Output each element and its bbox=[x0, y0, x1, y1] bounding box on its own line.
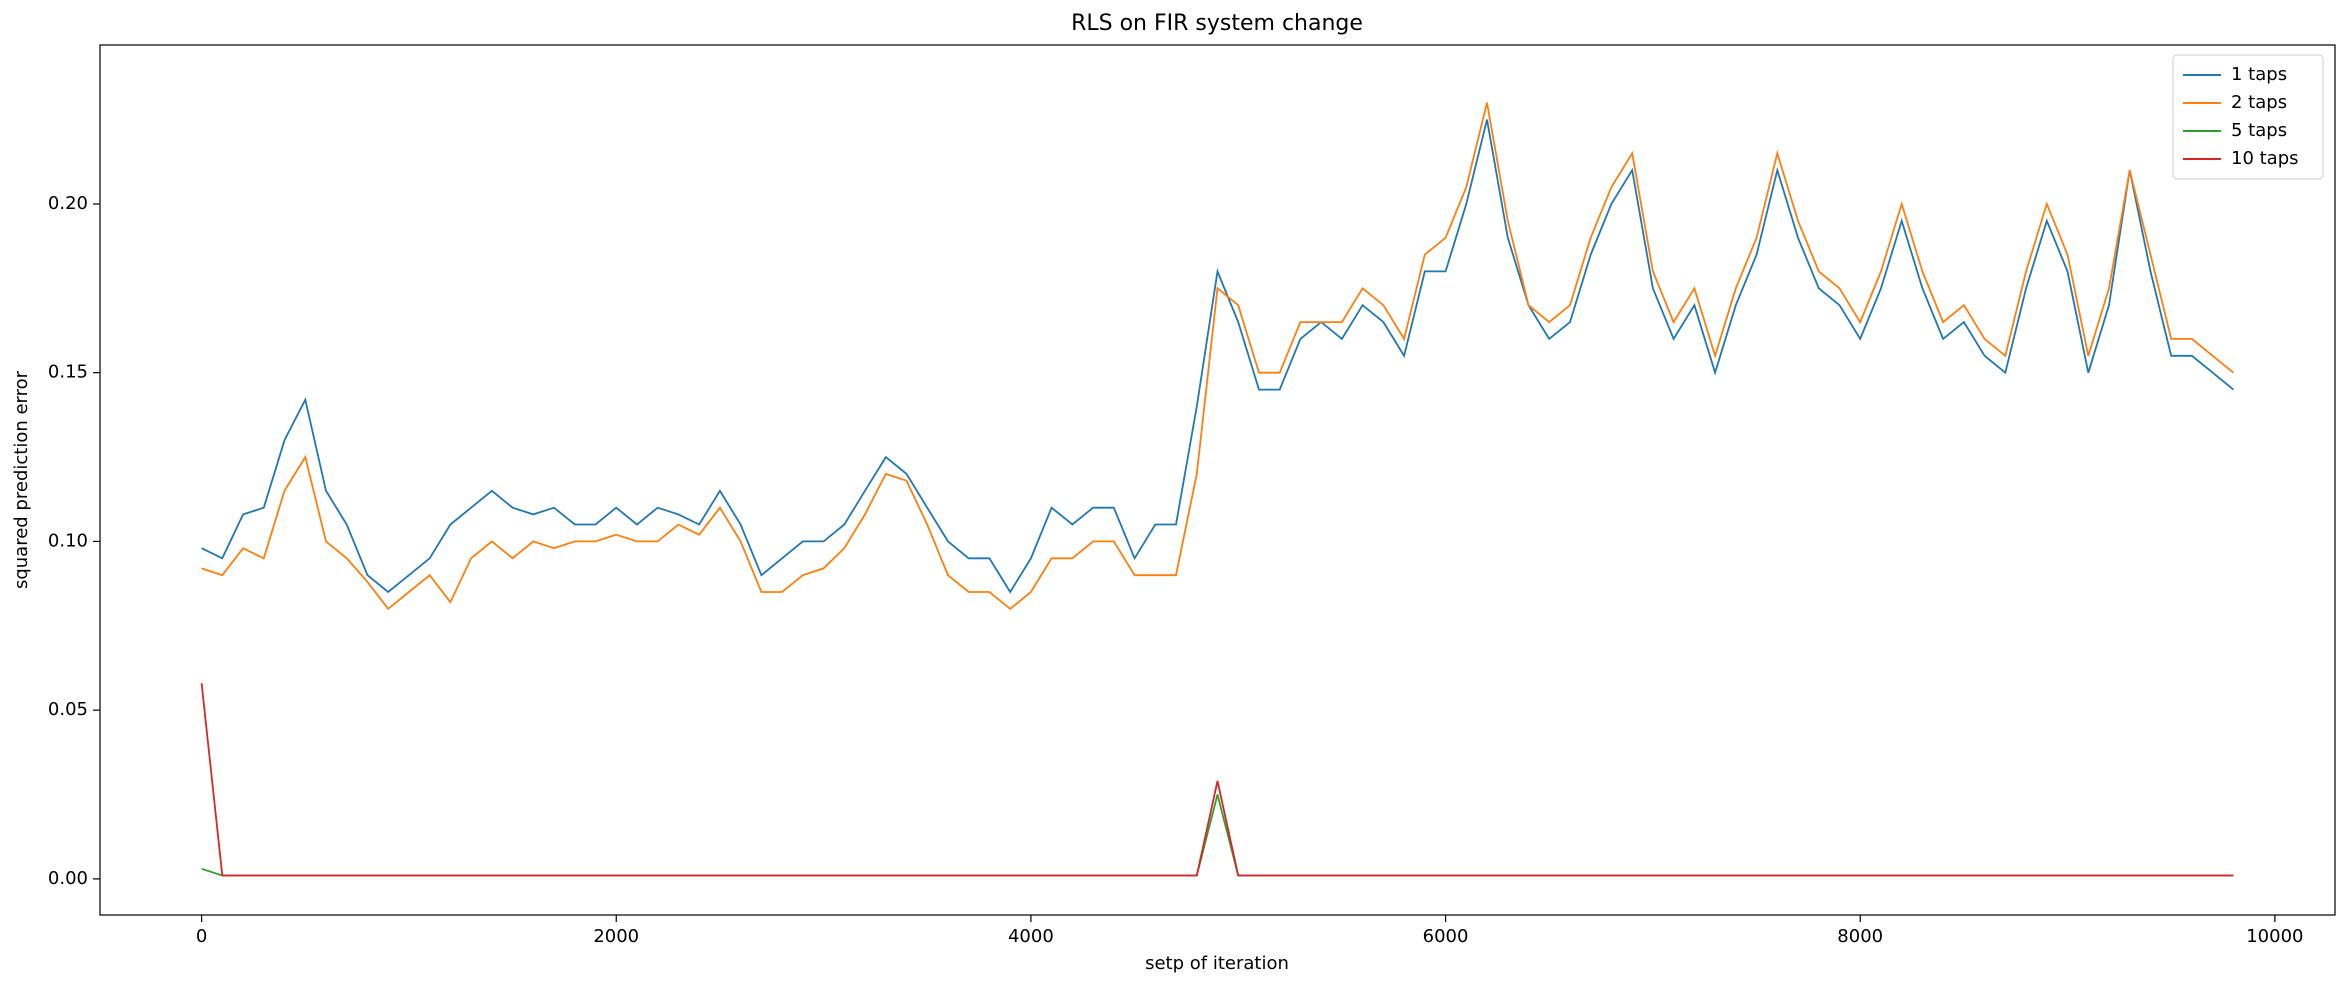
legend-box bbox=[2172, 54, 2324, 180]
legend-label: 10 taps bbox=[2231, 148, 2299, 169]
y-tick-label: 0.10 bbox=[48, 530, 88, 551]
x-tick-label: 4000 bbox=[1008, 926, 1054, 947]
y-tick-label: 0.20 bbox=[48, 193, 88, 214]
series-line bbox=[201, 102, 2234, 611]
legend-label: 2 taps bbox=[2231, 92, 2287, 113]
x-tick-label: 6000 bbox=[1423, 926, 1469, 947]
y-tick-label: 0.15 bbox=[48, 362, 88, 383]
legend-label: 5 taps bbox=[2231, 120, 2287, 141]
series-line bbox=[201, 119, 2234, 594]
x-tick-label: 10000 bbox=[2246, 926, 2303, 947]
y-tick-label: 0.00 bbox=[48, 868, 88, 889]
x-tick-label: 8000 bbox=[1837, 926, 1883, 947]
x-axis-label: setp of iteration bbox=[1145, 953, 1289, 974]
series-line bbox=[201, 794, 2234, 877]
y-axis-label: squared prediction error bbox=[11, 370, 32, 589]
chart-title: RLS on FIR system change bbox=[1071, 11, 1363, 36]
plot-frame bbox=[99, 44, 2336, 916]
series-line bbox=[200, 683, 2234, 877]
x-tick-label: 2000 bbox=[593, 926, 639, 947]
y-tick-label: 0.05 bbox=[48, 699, 88, 720]
legend-label: 1 taps bbox=[2231, 64, 2287, 85]
x-tick-label: 0 bbox=[196, 926, 207, 947]
